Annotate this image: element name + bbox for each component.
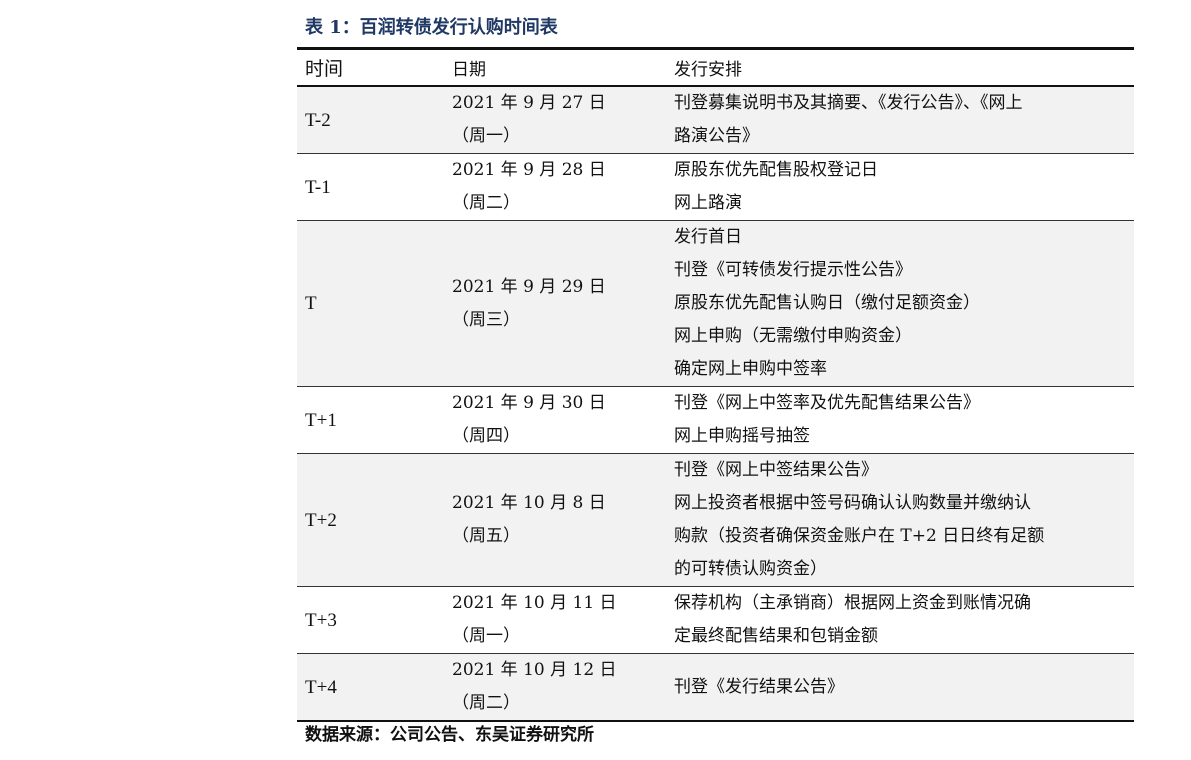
cell-plan-line: 发行首日: [674, 227, 742, 247]
cell-plan-line: 定最终配售结果和包销金额: [674, 626, 878, 646]
cell-plan-line: 路演公告》: [674, 126, 759, 146]
cell-plan-line: 原股东优先配售认购日（缴付足额资金）: [674, 293, 980, 313]
cell-plan-line: 刊登《可转债发行提示性公告》: [674, 260, 912, 280]
cell-date: 2021 年 10 月 8 日 （周五）: [440, 453, 672, 587]
cell-date-line: 2021 年 9 月 27 日: [452, 93, 606, 113]
cell-plan: 刊登《发行结果公告》: [672, 653, 1134, 722]
cell-date: 2021 年 9 月 27 日 （周一）: [440, 86, 672, 154]
cell-date-line: （周四）: [452, 426, 520, 446]
cell-date-line: （周五）: [452, 526, 520, 546]
cell-plan: 发行首日刊登《可转债发行提示性公告》原股东优先配售认购日（缴付足额资金） 网上申购…: [672, 220, 1134, 387]
cell-date: 2021 年 9 月 28 日 （周二）: [440, 153, 672, 221]
cell-plan-line: 刊登《发行结果公告》: [674, 676, 844, 697]
cell-time: T+4: [297, 653, 440, 722]
header-date: 日期: [440, 47, 672, 87]
cell-date: 2021 年 9 月 30 日 （周四）: [440, 386, 672, 454]
cell-date-line: 2021 年 9 月 30 日: [452, 393, 606, 413]
table-row: T+2 2021 年 10 月 8 日 （周五） 刊登《网上中签结果公告》网上投资者根…: [297, 453, 1134, 587]
table-row: T+4 2021 年 10 月 12 日 （周二） 刊登《发行结果公告》: [297, 653, 1134, 722]
cell-plan: 刊登《网上中签结果公告》网上投资者根据中签号码确认认购数量并缴纳认 购款（投资者确…: [672, 453, 1134, 587]
table-title: 表 1：百润转债发行认购时间表: [305, 17, 558, 38]
cell-plan-line: 刊登募集说明书及其摘要、《发行公告》、《网上: [674, 93, 1023, 113]
header-time: 时间: [297, 47, 440, 87]
cell-plan-line: 网上投资者根据中签号码确认认购数量并缴纳认: [674, 493, 1031, 513]
cell-date-line: 2021 年 10 月 11 日: [452, 593, 617, 613]
cell-date-line: （周一）: [452, 126, 520, 146]
cell-plan: 刊登《网上中签率及优先配售结果公告》 网上申购摇号抽签: [672, 386, 1134, 454]
cell-date-line: （周三）: [452, 309, 520, 330]
cell-plan-line: 网上路演: [674, 193, 742, 213]
cell-date-line: （周一）: [452, 626, 520, 646]
source-note: 数据来源：公司公告、东吴证券研究所: [305, 725, 594, 745]
cell-date-line: （周二）: [452, 693, 520, 713]
header-row: 时间 日期 发行安排: [297, 47, 1134, 87]
cell-plan-line: 刊登《网上中签结果公告》: [674, 460, 878, 480]
cell-date: 2021 年 10 月 12 日 （周二）: [440, 653, 672, 722]
cell-plan-line: 刊登《网上中签率及优先配售结果公告》: [674, 393, 980, 413]
cell-date-line: 2021 年 10 月 12 日: [452, 660, 617, 680]
cell-plan: 保荐机构（主承销商）根据网上资金到账情况确 定最终配售结果和包销金额: [672, 586, 1134, 654]
schedule-table: 时间 日期 发行安排 T-2 2021 年 9 月 27 日 （周一） 刊登募集说明书…: [297, 47, 1134, 722]
cell-date-line: 2021 年 10 月 8 日: [452, 493, 606, 513]
cell-date-line: 2021 年 9 月 29 日: [452, 276, 606, 297]
table-row: T-1 2021 年 9 月 28 日 （周二） 原股东优先配售股权登记日 网上路演: [297, 153, 1134, 221]
cell-time: T+2: [297, 453, 440, 587]
cell-plan: 刊登募集说明书及其摘要、《发行公告》、《网上 路演公告》: [672, 86, 1134, 154]
cell-time: T+1: [297, 386, 440, 454]
cell-plan-line: 的可转债认购资金）: [674, 559, 827, 579]
cell-plan-line: 购款（投资者确保资金账户在 T+2 日日终有足额: [674, 526, 1045, 546]
cell-plan-line: 确定网上申购中签率: [674, 359, 827, 379]
cell-date-line: 2021 年 9 月 28 日: [452, 160, 606, 180]
table-row: T+3 2021 年 10 月 11 日 （周一） 保荐机构（主承销商）根据网上资金到…: [297, 586, 1134, 654]
cell-plan: 原股东优先配售股权登记日 网上路演: [672, 153, 1134, 221]
table-row: T 2021 年 9 月 29 日 （周三） 发行首日刊登《可转债发行提示性公告》原股…: [297, 220, 1134, 387]
table-row: T+1 2021 年 9 月 30 日 （周四） 刊登《网上中签率及优先配售结果公告》…: [297, 386, 1134, 454]
cell-date: 2021 年 9 月 29 日 （周三）: [440, 220, 672, 387]
cell-time: T-2: [297, 86, 440, 154]
table-row: T-2 2021 年 9 月 27 日 （周一） 刊登募集说明书及其摘要、《发行公告》…: [297, 86, 1134, 154]
cell-plan-line: 原股东优先配售股权登记日: [674, 160, 878, 180]
cell-date-line: （周二）: [452, 193, 520, 213]
cell-time: T+3: [297, 586, 440, 654]
header-plan: 发行安排: [672, 47, 1134, 87]
cell-date: 2021 年 10 月 11 日 （周一）: [440, 586, 672, 654]
cell-plan-line: 网上申购摇号抽签: [674, 426, 810, 446]
cell-time: T-1: [297, 153, 440, 221]
cell-time: T: [297, 220, 440, 387]
cell-plan-line: 网上申购（无需缴付申购资金）: [674, 326, 912, 346]
cell-plan-line: 保荐机构（主承销商）根据网上资金到账情况确: [674, 593, 1031, 613]
